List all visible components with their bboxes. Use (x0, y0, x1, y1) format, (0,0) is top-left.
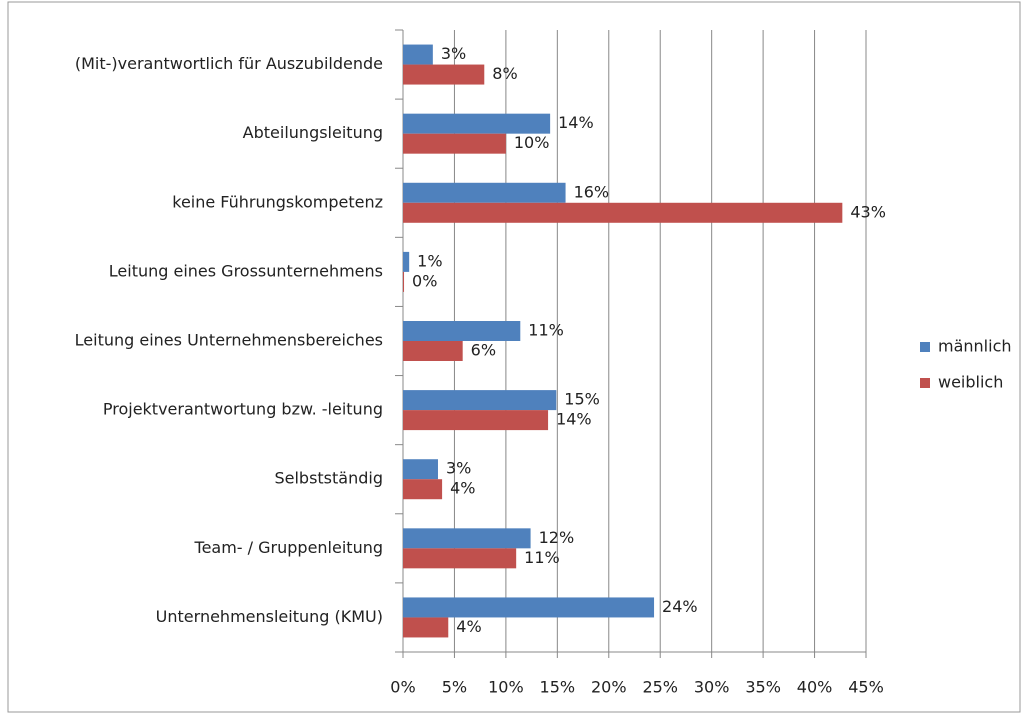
data-label: 0% (412, 271, 437, 290)
y-tick-label: Selbstständig (274, 469, 383, 488)
x-tick-label: 25% (642, 678, 678, 697)
bar (403, 271, 405, 292)
data-label: 15% (564, 390, 600, 409)
data-label: 10% (514, 133, 550, 152)
y-tick-label: Projektverantwortung bzw. -leitung (103, 400, 383, 419)
bar (403, 133, 506, 154)
chart-border (7, 1, 1021, 713)
data-label: 3% (441, 44, 466, 63)
y-tick-label: keine Führungskompetenz (172, 192, 383, 211)
x-tick-label: 45% (848, 678, 884, 697)
bar (403, 64, 485, 85)
x-tick-label: 20% (591, 678, 627, 697)
x-tick-label: 5% (442, 678, 467, 697)
data-label: 4% (450, 479, 475, 498)
bar (403, 202, 843, 223)
bar (403, 390, 557, 411)
bar (403, 251, 410, 272)
data-label: 6% (471, 341, 496, 360)
legend-swatch (920, 378, 930, 388)
y-tick-label: (Mit-)verantwortlich für Auszubildende (75, 54, 383, 73)
y-tick-label: Leitung eines Grossunternehmens (109, 261, 383, 280)
y-tick-label: Abteilungsleitung (243, 123, 383, 142)
data-label: 8% (492, 64, 517, 83)
bar (403, 182, 566, 203)
data-label: 16% (574, 182, 610, 201)
legend-label: männlich (938, 337, 1012, 356)
bar (403, 597, 655, 618)
data-label: 24% (662, 597, 698, 616)
bar (403, 341, 463, 361)
x-tick-label: 40% (797, 678, 833, 697)
bar (403, 479, 443, 500)
x-tick-label: 10% (488, 678, 524, 697)
x-tick-label: 0% (390, 678, 415, 697)
data-label: 14% (556, 410, 592, 429)
bar (403, 459, 438, 480)
x-tick-label: 35% (745, 678, 781, 697)
bar (403, 321, 521, 341)
data-label: 4% (456, 617, 481, 636)
x-tick-label: 30% (694, 678, 730, 697)
data-label: 1% (417, 251, 442, 270)
data-label: 3% (446, 459, 471, 478)
data-label: 11% (528, 321, 564, 340)
legend-swatch (920, 342, 930, 352)
legend-label: weiblich (938, 373, 1003, 392)
bar (403, 44, 433, 65)
bar (403, 548, 517, 569)
y-tick-label: Leitung eines Unternehmensbereiches (75, 331, 383, 350)
y-tick-label: Team- / Gruppenleitung (194, 538, 383, 557)
data-label: 43% (850, 202, 886, 221)
x-tick-label: 15% (540, 678, 576, 697)
bar (403, 410, 549, 431)
data-label: 11% (524, 548, 560, 567)
bar (403, 528, 531, 549)
bar (403, 617, 449, 638)
data-label: 14% (558, 113, 594, 132)
bar (403, 113, 551, 134)
y-tick-label: Unternehmensleitung (KMU) (156, 607, 383, 626)
data-label: 12% (539, 528, 575, 547)
